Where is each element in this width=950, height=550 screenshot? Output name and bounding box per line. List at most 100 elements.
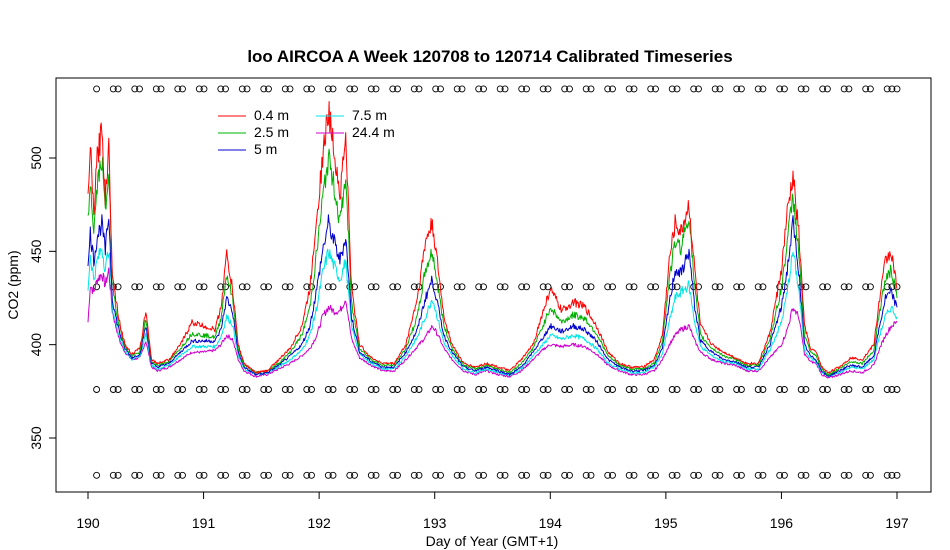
marker-point [566, 85, 573, 93]
marker-point [819, 283, 827, 291]
marker-point [480, 85, 487, 93]
marker-point [303, 471, 311, 479]
marker-point [737, 471, 745, 479]
marker-point [410, 85, 418, 93]
marker-point [673, 386, 681, 393]
marker-point [716, 386, 724, 393]
marker-point [673, 283, 681, 291]
marker-point [845, 283, 853, 291]
marker-point [733, 471, 741, 479]
marker-point [243, 471, 251, 479]
marker-point [389, 85, 397, 93]
marker-point [415, 471, 423, 479]
marker-point [652, 85, 659, 93]
marker-point [394, 386, 401, 393]
marker-point [862, 85, 870, 93]
marker-point [883, 471, 891, 479]
marker-point [136, 386, 143, 393]
marker-point [179, 471, 186, 479]
marker-point [780, 386, 788, 393]
y-axis: 350 400 450 500 [28, 146, 56, 450]
marker-point [265, 85, 272, 93]
marker-point [458, 85, 466, 93]
marker-point [776, 471, 784, 479]
marker-point [668, 471, 676, 479]
marker-point [372, 471, 380, 479]
marker-point [754, 283, 762, 291]
marker-point [217, 386, 225, 393]
marker-point [281, 85, 289, 93]
series-line-5-m [87, 214, 898, 377]
marker-point [802, 283, 810, 291]
marker-point [523, 386, 530, 393]
marker-point [797, 471, 805, 479]
x-tick-label: 194 [539, 515, 563, 531]
x-axis: 190 191 192 193 194 195 196 197 [76, 492, 909, 531]
marker-point [625, 471, 633, 479]
marker-point [523, 283, 530, 291]
marker-point [604, 283, 612, 291]
marker-point [496, 283, 504, 291]
marker-point [845, 386, 853, 393]
marker-point [265, 471, 272, 479]
marker-point [367, 85, 375, 93]
marker-point [539, 471, 547, 479]
marker-point [802, 85, 810, 93]
marker-point [346, 471, 354, 479]
marker-point [109, 386, 117, 393]
marker-point [496, 85, 504, 93]
marker-row [93, 283, 901, 291]
marker-point [893, 386, 901, 393]
marker-row [93, 471, 901, 479]
marker-point [372, 386, 380, 393]
marker-point [195, 283, 203, 291]
marker-point [716, 471, 724, 479]
marker-point [587, 283, 595, 291]
marker-point [840, 386, 848, 393]
marker-point [222, 85, 229, 93]
marker-point [174, 85, 182, 93]
marker-point [737, 283, 745, 291]
legend-label: 0.4 m [254, 107, 289, 123]
marker-point [174, 471, 182, 479]
marker-point [195, 471, 203, 479]
marker-point [195, 386, 203, 393]
marker-point [109, 85, 117, 93]
marker-point [458, 471, 466, 479]
marker-point [453, 85, 461, 93]
marker-point [222, 386, 229, 393]
marker-point [582, 471, 590, 479]
series-line-7-5-m [87, 248, 898, 378]
legend-label: 5 m [254, 141, 277, 157]
series-lines [87, 101, 898, 379]
marker-point [523, 471, 530, 479]
marker-point [415, 386, 423, 393]
marker-point [840, 471, 848, 479]
marker-point [389, 283, 397, 291]
marker-point [893, 283, 901, 291]
marker-point [136, 85, 143, 93]
marker-point [152, 85, 160, 93]
marker-point [888, 85, 896, 93]
marker-point [625, 283, 633, 291]
marker-point [630, 85, 638, 93]
marker-point [475, 85, 483, 93]
x-tick-label: 196 [770, 515, 794, 531]
marker-point [759, 283, 767, 291]
marker-point [351, 471, 358, 479]
marker-point [496, 471, 504, 479]
marker-point [394, 283, 401, 291]
marker-point [238, 283, 246, 291]
marker-point [845, 471, 853, 479]
marker-point [157, 85, 165, 93]
marker-point [389, 471, 397, 479]
marker-point [819, 386, 827, 393]
marker-point [152, 471, 160, 479]
marker-point [711, 386, 719, 393]
marker-point [802, 386, 810, 393]
marker-point [759, 471, 767, 479]
marker-point [372, 85, 380, 93]
marker-point [179, 283, 186, 291]
marker-point [131, 471, 139, 479]
